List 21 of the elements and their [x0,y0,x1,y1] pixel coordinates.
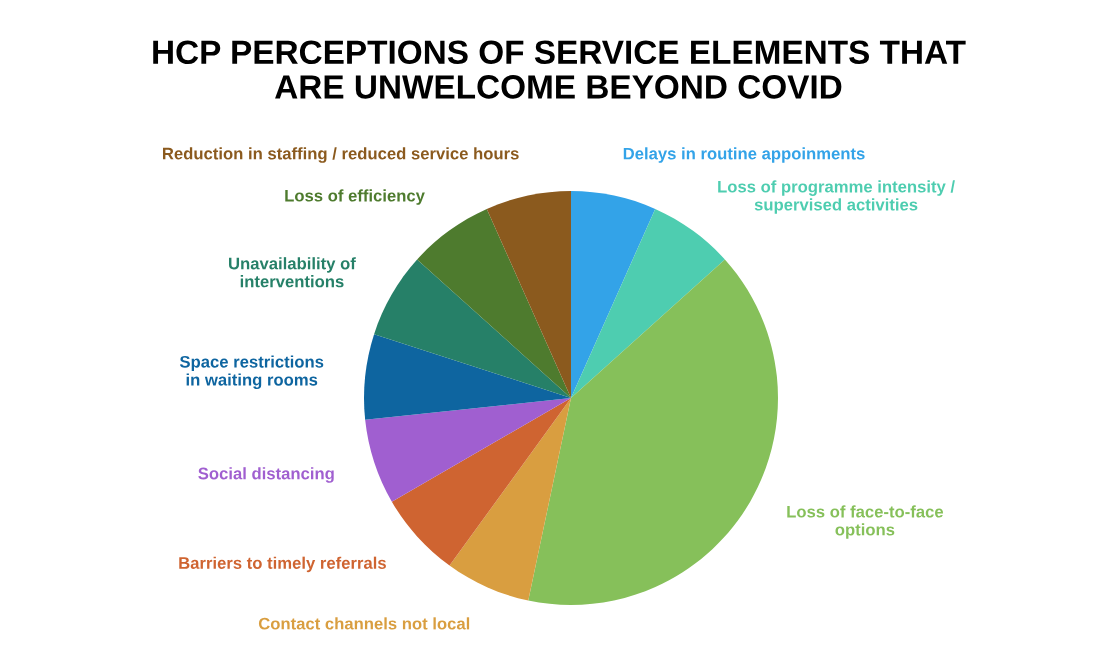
slice-label: Space restrictions in waiting rooms [179,355,324,389]
pie-slice [486,191,571,398]
slice-label: Reduction in staffing / reduced service hours [162,147,519,163]
slice-label: Delays in routine appoinments [623,147,865,163]
pie-slice [528,259,778,605]
slice-label: Unavailability of interventions [229,257,356,288]
slice-label: Loss of efficiency [285,189,425,205]
pie-slice [571,208,725,398]
slice-label: Social distancing [198,467,334,483]
pie-slice [449,398,571,601]
pie-slice [374,259,571,398]
pie-slice [417,208,571,398]
slice-label: Barriers to timely referrals [179,556,386,573]
slice-label: Loss of programme intensity / supervised activities [718,180,955,214]
pie-slice [571,191,656,398]
pie-slice [391,398,571,566]
slice-label: Contact channels not local [258,617,470,630]
slice-label: Loss of face-to-face options [787,505,944,539]
pie-slice [365,398,571,502]
pie-slice [364,334,571,420]
chart-title: HCP PERCEPTIONS OF SERVICE ELEMENTS THAT ARE UNWELCOME BEYOND COVID [153,40,966,99]
